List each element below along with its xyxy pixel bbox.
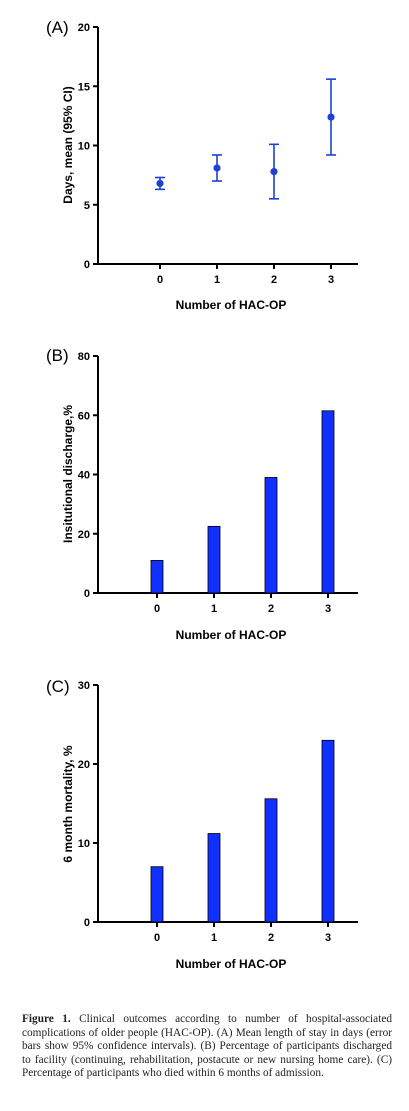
bar-2: [264, 798, 278, 923]
x-tick-label: 0: [154, 603, 160, 615]
y-axis-title-b: Insitutional discharge,%: [61, 405, 75, 543]
panel-a-mean-length-of-stay: (A) Days, mean (95% CI) Number of HAC-OP…: [46, 18, 358, 312]
caption-label: Figure 1.: [22, 1013, 71, 1025]
bar-1: [207, 833, 221, 923]
bar-3: [321, 739, 335, 923]
y-tick-label: 0: [84, 588, 90, 600]
panel-label-a: (A): [46, 18, 69, 37]
y-tick-label: 0: [84, 259, 90, 271]
y-tick-label: 80: [78, 351, 90, 363]
y-tick-label: 20: [78, 529, 90, 541]
point-3: [327, 113, 335, 121]
bar-3: [321, 410, 335, 594]
x-tick-label: 0: [157, 274, 163, 286]
x-tick-label: 2: [271, 274, 277, 286]
y-axis-title-c: 6 month mortality, %: [61, 745, 75, 862]
y-tick-label: 0: [84, 917, 90, 929]
y-tick-label: 5: [84, 200, 90, 212]
y-tick-label: 10: [78, 141, 90, 153]
figure-caption: Figure 1. Clinical outcomes according to…: [22, 1013, 392, 1081]
y-tick-label: 20: [78, 22, 90, 34]
y-tick-label: 30: [78, 680, 90, 692]
x-tick-label: 1: [211, 932, 217, 944]
y-tick-label: 60: [78, 410, 90, 422]
y-tick-label: 40: [78, 470, 90, 482]
panel-b-marks: 0 20 40 60 80 0 1 2 3: [78, 351, 358, 615]
bar-0: [150, 866, 164, 923]
x-tick-label: 2: [268, 603, 274, 615]
y-tick-label: 15: [78, 81, 90, 93]
x-tick-label: 0: [154, 932, 160, 944]
y-axis-title-a: Days, mean (95% CI): [61, 86, 75, 203]
point-2: [270, 167, 278, 176]
bar-2: [264, 477, 278, 594]
panel-b-institutional-discharge: (B) Insitutional discharge,% Number of H…: [46, 346, 358, 642]
x-axis-title-c: Number of HAC-OP: [176, 957, 287, 971]
y-tick-label: 10: [78, 838, 90, 850]
panel-label-b: (B): [46, 346, 69, 365]
caption-text: Clinical outcomes according to number of…: [22, 1013, 392, 1080]
point-1: [213, 164, 221, 172]
x-tick-label: 2: [268, 932, 274, 944]
x-tick-label: 1: [214, 274, 220, 286]
figure: (A) Days, mean (95% CI) Number of HAC-OP…: [46, 18, 358, 971]
x-axis-title-b: Number of HAC-OP: [176, 628, 287, 642]
point-0: [156, 179, 164, 188]
y-tick-label: 20: [78, 759, 90, 771]
x-tick-label: 3: [325, 932, 331, 944]
x-tick-label: 3: [325, 603, 331, 615]
x-axis-title-a: Number of HAC-OP: [176, 298, 287, 312]
x-tick-label: 3: [328, 274, 334, 286]
panel-a-marks: 0 5 10 15 20 0 1 2 3: [78, 22, 358, 286]
panel-c-marks: 0 10 20 30 0 1 2 3: [78, 680, 358, 944]
x-tick-label: 1: [211, 603, 217, 615]
panel-label-c: (C): [46, 677, 70, 696]
bar-0: [150, 560, 164, 594]
panel-c-6-month-mortality: (C) 6 month mortality, % Number of HAC-O…: [46, 677, 358, 971]
bar-1: [207, 525, 221, 594]
